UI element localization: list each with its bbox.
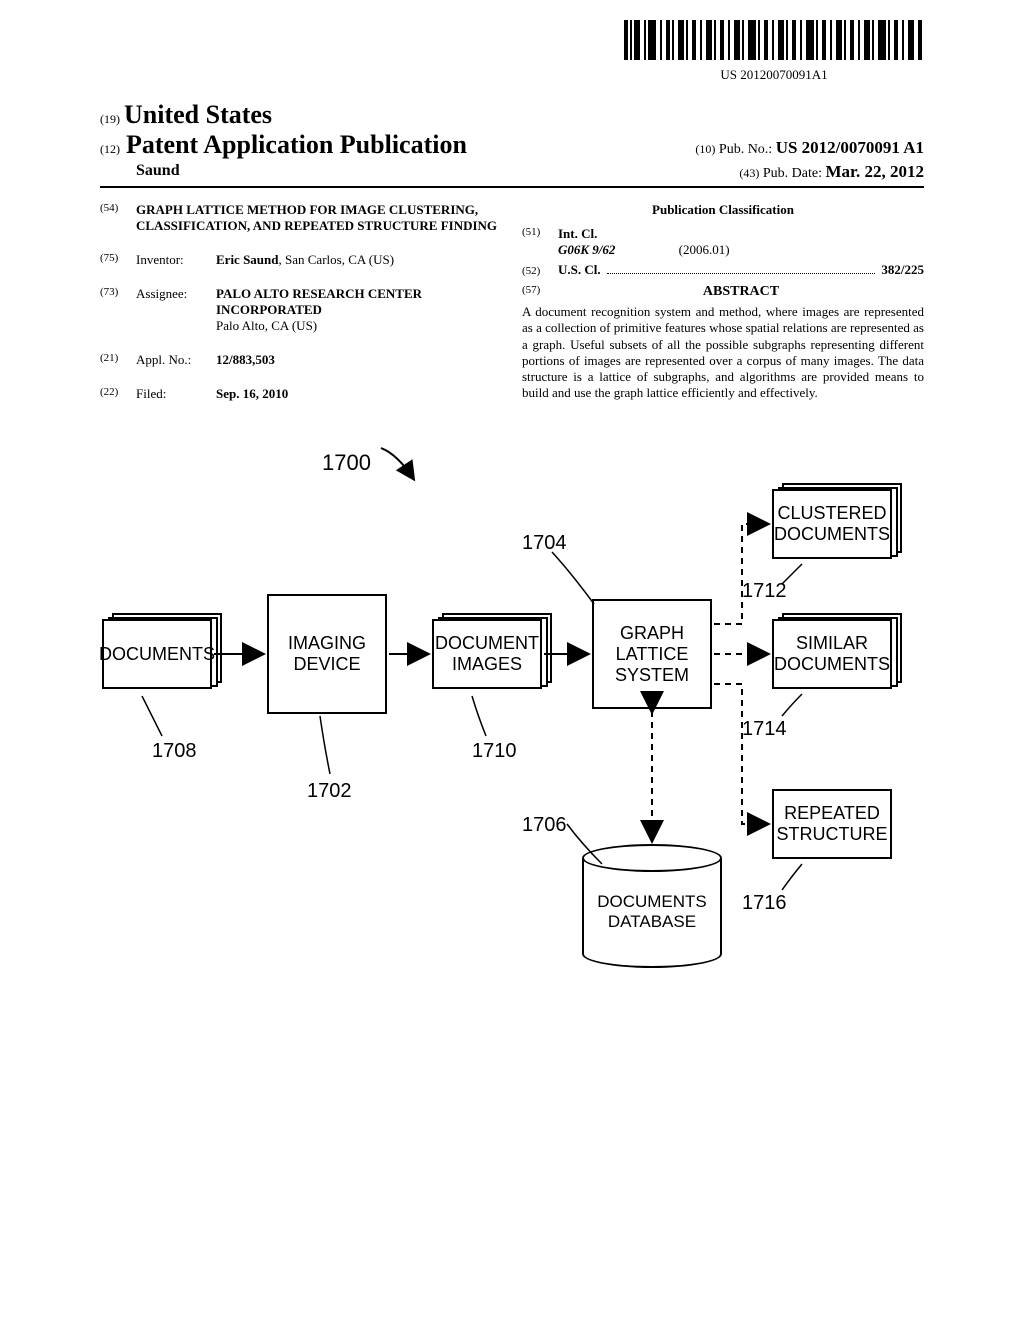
assignee-location: Palo Alto, CA (US) bbox=[216, 318, 502, 334]
box-documents-in: DOCUMENTS bbox=[102, 619, 212, 689]
ref-1716: 1716 bbox=[742, 892, 787, 915]
label-similar: SIMILAR DOCUMENTS bbox=[774, 633, 890, 675]
barcode-text: US 20120070091A1 bbox=[624, 67, 924, 83]
filed-num: (22) bbox=[100, 386, 136, 402]
barcode-block: US 20120070091A1 bbox=[624, 20, 924, 83]
box-similar-documents: SIMILAR DOCUMENTS bbox=[772, 619, 892, 689]
box-clustered-documents: CLUSTERED DOCUMENTS bbox=[772, 489, 892, 559]
uscl-label: U.S. Cl. bbox=[558, 262, 601, 278]
figure-reference-1700: 1700 bbox=[322, 444, 421, 484]
pubno: US 2012/0070091 A1 bbox=[776, 138, 924, 157]
ref-1714: 1714 bbox=[742, 718, 787, 741]
appl-label: Appl. No.: bbox=[136, 352, 216, 368]
inventor-label: Inventor: bbox=[136, 252, 216, 268]
left-column: (54) GRAPH LATTICE METHOD FOR IMAGE CLUS… bbox=[100, 202, 502, 414]
label-imaging: IMAGING DEVICE bbox=[269, 633, 385, 675]
box-repeated-structure: REPEATED STRUCTURE bbox=[772, 789, 892, 859]
country: United States bbox=[124, 100, 272, 129]
abstract-heading: ABSTRACT bbox=[522, 284, 924, 300]
assignee-label: Assignee: bbox=[136, 286, 216, 334]
abstract-num: (57) bbox=[522, 284, 558, 296]
ref-1712: 1712 bbox=[742, 580, 787, 603]
pubno-num: (10) bbox=[695, 142, 715, 156]
ref-1710: 1710 bbox=[472, 740, 517, 763]
filed-date: Sep. 16, 2010 bbox=[216, 386, 502, 402]
label-gls: GRAPH LATTICE SYSTEM bbox=[594, 623, 710, 686]
label-documents-in: DOCUMENTS bbox=[99, 644, 215, 665]
pubno-label: Pub. No.: bbox=[719, 142, 772, 157]
assignee-name: PALO ALTO RESEARCH CENTER INCORPORATED bbox=[216, 286, 502, 318]
dotted-leader bbox=[607, 273, 876, 274]
pubtype-num: (12) bbox=[100, 142, 120, 157]
intcl-label: Int. Cl. bbox=[558, 226, 924, 242]
appl-num-code: (21) bbox=[100, 352, 136, 368]
figure-diagram: 1700 DOCUMENTS IMAGING DEVICE DOCUMENT I… bbox=[102, 444, 922, 1094]
box-imaging-device: IMAGING DEVICE bbox=[267, 594, 387, 714]
pubdate-label: Pub. Date: bbox=[763, 166, 822, 181]
country-code-num: (19) bbox=[100, 112, 120, 126]
inventor-rest: , San Carlos, CA (US) bbox=[279, 252, 395, 267]
bibliographic-block: (54) GRAPH LATTICE METHOD FOR IMAGE CLUS… bbox=[100, 202, 924, 414]
ref-1706: 1706 bbox=[522, 814, 567, 837]
abstract-text: A document recognition system and method… bbox=[522, 304, 924, 402]
intcl-code: G06K 9/62 bbox=[558, 242, 615, 257]
barcode-graphic bbox=[624, 20, 924, 60]
label-db: DOCUMENTS DATABASE bbox=[584, 892, 720, 932]
right-column: Publication Classification (51) Int. Cl.… bbox=[522, 202, 924, 414]
invention-title: GRAPH LATTICE METHOD FOR IMAGE CLUSTERIN… bbox=[136, 202, 502, 234]
inventor-value: Eric Saund, San Carlos, CA (US) bbox=[216, 252, 502, 268]
label-repeated: REPEATED STRUCTURE bbox=[774, 803, 890, 845]
patent-header: (19) United States (12) Patent Applicati… bbox=[100, 100, 924, 188]
intcl-num: (51) bbox=[522, 226, 558, 258]
ref-1702: 1702 bbox=[307, 780, 352, 803]
pubdate: Mar. 22, 2012 bbox=[825, 162, 924, 181]
ref-1700-text: 1700 bbox=[322, 450, 371, 475]
ref-1708: 1708 bbox=[152, 740, 197, 763]
ref-1704: 1704 bbox=[522, 532, 567, 555]
pubdate-num: (43) bbox=[739, 166, 759, 180]
title-num: (54) bbox=[100, 202, 136, 234]
assignee-num: (73) bbox=[100, 286, 136, 334]
box-graph-lattice-system: GRAPH LATTICE SYSTEM bbox=[592, 599, 712, 709]
box-document-images: DOCUMENT IMAGES bbox=[432, 619, 542, 689]
uscl-num: (52) bbox=[522, 265, 558, 277]
filed-label: Filed: bbox=[136, 386, 216, 402]
application-number: 12/883,503 bbox=[216, 352, 502, 368]
uscl-value: 382/225 bbox=[881, 262, 924, 278]
label-clustered: CLUSTERED DOCUMENTS bbox=[774, 503, 890, 545]
header-rule bbox=[100, 186, 924, 188]
applicant-name: Saund bbox=[100, 162, 180, 182]
inventor-name-bold: Eric Saund bbox=[216, 252, 279, 267]
intcl-date: (2006.01) bbox=[679, 242, 730, 257]
classification-heading: Publication Classification bbox=[522, 202, 924, 218]
publication-type: Patent Application Publication bbox=[126, 130, 467, 160]
label-doc-images: DOCUMENT IMAGES bbox=[434, 633, 540, 675]
inventor-num: (75) bbox=[100, 252, 136, 268]
